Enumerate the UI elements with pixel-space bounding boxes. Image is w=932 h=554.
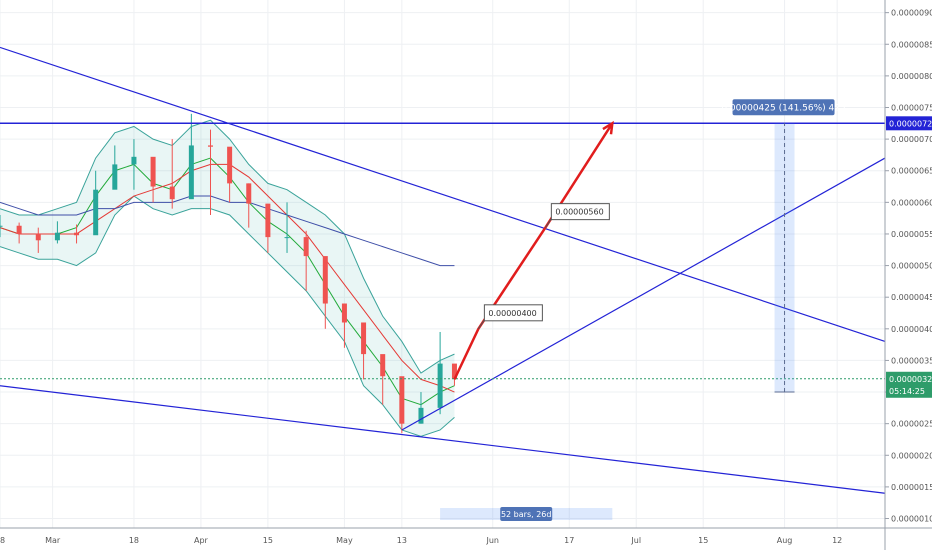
candle-body xyxy=(227,146,233,184)
callout-text: 0.00000400 xyxy=(488,309,536,318)
time-tick-label: 13 xyxy=(397,536,407,545)
time-tick-label: Mar xyxy=(45,536,61,545)
candle-body xyxy=(54,232,60,241)
price-tick-label: 0.00000400 xyxy=(891,325,932,334)
trend-line-3 xyxy=(401,157,886,431)
trend-line-1 xyxy=(0,46,886,343)
candle-body xyxy=(341,303,347,323)
candle-body xyxy=(284,237,290,239)
candle-body xyxy=(380,354,386,377)
price-tag-level xyxy=(886,116,932,131)
candle-body xyxy=(35,233,41,241)
price-tag-level-text: 0.00000725 xyxy=(889,119,932,128)
candle-body xyxy=(74,232,80,236)
candle-body xyxy=(322,256,328,304)
candle-body xyxy=(131,156,137,165)
callout-box xyxy=(550,203,610,221)
time-tick-label: Jul xyxy=(630,536,641,545)
measure-label-box xyxy=(732,99,835,116)
time-tick-label: 15 xyxy=(263,536,273,545)
time-tick-label: Apr xyxy=(194,536,209,545)
candle-body xyxy=(437,363,443,408)
candle-body xyxy=(418,407,424,424)
range-badge-label: 52 bars, 26d xyxy=(501,510,552,519)
candle-body xyxy=(169,186,175,200)
time-tick-label: 18 xyxy=(129,536,139,545)
callout-box xyxy=(483,304,543,322)
candle-body xyxy=(451,363,457,379)
candle-body xyxy=(303,237,309,257)
projection-arrowhead xyxy=(602,120,614,135)
candle-body xyxy=(361,322,367,355)
price-tag-last xyxy=(886,371,932,398)
time-tick-label: 17 xyxy=(564,536,574,545)
candle-body xyxy=(112,164,118,190)
time-tick-label: May xyxy=(336,536,353,545)
price-tag-last-text: 0.00000321 xyxy=(889,375,932,384)
callout-text: 0.00000560 xyxy=(555,208,603,217)
candle-body xyxy=(16,225,22,234)
candle-body xyxy=(246,183,252,204)
price-axis-background xyxy=(885,0,932,550)
time-tick-label: Jun xyxy=(485,536,499,545)
candle-body xyxy=(399,376,405,424)
price-tick-label: 0.00000900 xyxy=(891,9,932,18)
time-tick-label: Aug xyxy=(777,536,793,545)
candle-body xyxy=(93,189,99,236)
bollinger-band-fill xyxy=(0,120,455,437)
range-badge-box xyxy=(500,507,553,521)
price-tag-countdown: 05:14:25 xyxy=(889,387,925,396)
candle-body xyxy=(0,225,3,227)
trend-line-2 xyxy=(0,385,886,494)
candle-body xyxy=(265,203,271,238)
candle-body xyxy=(188,145,194,200)
time-tick-label: 12 xyxy=(832,536,842,545)
bollinger-upper-line xyxy=(0,119,455,374)
candle-body xyxy=(150,156,156,187)
time-tick-label: 15 xyxy=(698,536,708,545)
measure-label: 0.00000425 (141.56%) 425 xyxy=(721,103,845,113)
time-tick-label: 18 xyxy=(0,536,5,545)
candle-body xyxy=(207,145,213,147)
projection-path xyxy=(453,122,614,380)
